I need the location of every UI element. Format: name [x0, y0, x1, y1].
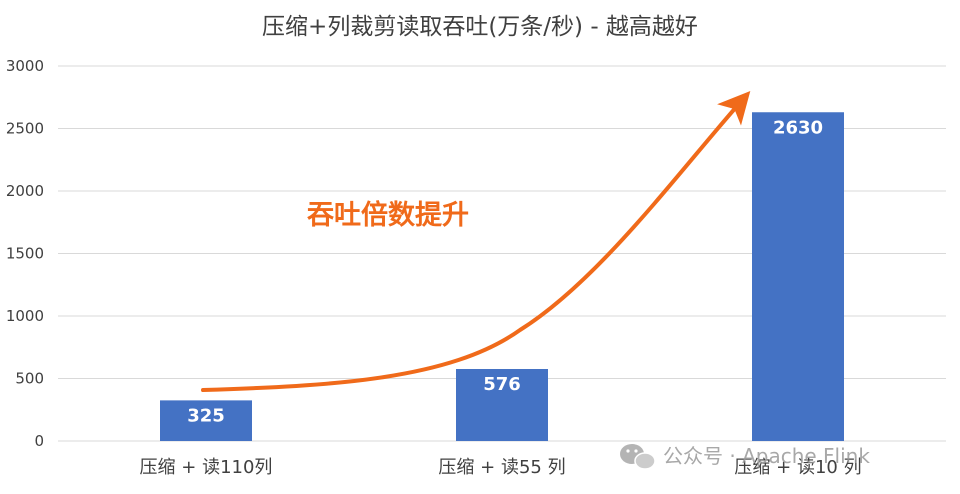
gridlines [58, 65, 946, 442]
y-tick-label: 3000 [6, 57, 44, 75]
x-axis-categories: 压缩 + 读110列 压缩 + 读55 列 压缩 + 读10 列 [140, 457, 862, 478]
bar-value-label: 2630 [773, 117, 823, 138]
watermark-text: 公众号 · Apache Flink [663, 444, 870, 468]
growth-trend-arrow [201, 91, 751, 392]
annotation-text: 吞吐倍数提升 [307, 199, 469, 231]
bar [456, 369, 548, 441]
bar-value-label: 576 [483, 374, 521, 395]
bar-value-label: 325 [187, 405, 225, 426]
y-tick-label: 2500 [6, 120, 44, 138]
y-tick-label: 1000 [6, 307, 44, 325]
watermark: 公众号 · Apache Flink [620, 444, 870, 470]
bar [752, 112, 844, 441]
x-category-label: 压缩 + 读55 列 [438, 457, 565, 478]
chart-title: 压缩+列裁剪读取吞吐(万条/秒) - 越高越好 [262, 14, 698, 40]
x-category-label: 压缩 + 读10 列 [734, 457, 861, 478]
y-tick-label: 500 [15, 370, 44, 388]
data-labels: 325 576 2630 [187, 117, 823, 426]
bars [160, 112, 844, 441]
wechat-icon [620, 444, 656, 470]
y-axis-ticks: 0 500 1000 1500 2000 2500 3000 [6, 57, 44, 450]
y-tick-label: 0 [34, 432, 44, 450]
x-category-label: 压缩 + 读110列 [140, 457, 273, 478]
bar [160, 400, 252, 441]
y-tick-label: 2000 [6, 182, 44, 200]
y-tick-label: 1500 [6, 245, 44, 263]
